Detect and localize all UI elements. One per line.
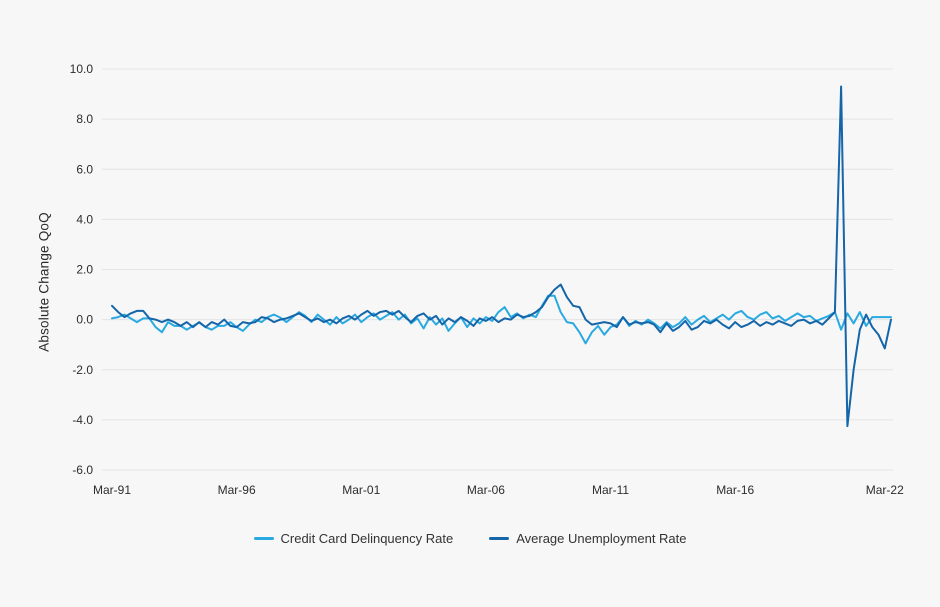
y-tick-label: 6.0 <box>76 162 93 176</box>
y-tick-label: 2.0 <box>76 263 93 277</box>
series-line-average-unemployment[interactable] <box>111 85 892 428</box>
x-tick-label: Mar-16 <box>716 483 754 497</box>
y-tick-label: 10.0 <box>70 62 94 76</box>
x-tick-label: Mar-96 <box>218 483 256 497</box>
x-tick-label: Mar-01 <box>342 483 380 497</box>
x-tick-label: Mar-22 <box>866 483 904 497</box>
legend-item-credit-card-delinquency[interactable]: Credit Card Delinquency Rate <box>253 531 454 546</box>
y-tick-label: -6.0 <box>72 463 93 477</box>
y-tick-label: 4.0 <box>76 212 93 226</box>
x-tick-label: Mar-91 <box>93 483 131 497</box>
legend-item-average-unemployment[interactable]: Average Unemployment Rate <box>489 531 687 546</box>
y-tick-label: 8.0 <box>76 112 93 126</box>
legend-swatch-credit-card-delinquency <box>253 537 274 540</box>
legend-label-average-unemployment: Average Unemployment Rate <box>516 531 687 546</box>
y-tick-label: 0.0 <box>76 313 93 327</box>
series-line-credit-card-delinquency[interactable] <box>111 294 892 345</box>
legend: Credit Card Delinquency Rate Average Une… <box>0 531 940 546</box>
x-tick-label: Mar-06 <box>467 483 505 497</box>
y-tick-label: -2.0 <box>72 363 93 377</box>
legend-swatch-average-unemployment <box>489 537 510 540</box>
x-tick-label: Mar-11 <box>592 483 629 497</box>
y-tick-label: -4.0 <box>72 413 93 427</box>
legend-label-credit-card-delinquency: Credit Card Delinquency Rate <box>280 531 454 546</box>
